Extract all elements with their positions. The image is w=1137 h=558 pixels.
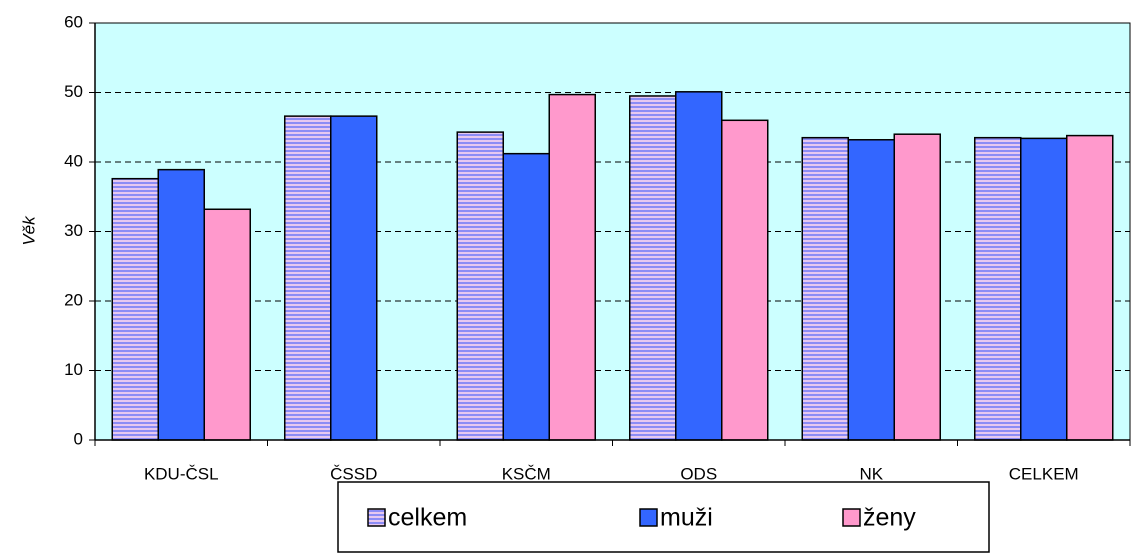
x-tick-label: NK: [859, 464, 883, 483]
bar: [721, 119, 769, 441]
bar: [801, 136, 849, 441]
x-tick-label: KSČM: [502, 464, 551, 483]
bar: [284, 115, 332, 441]
legend-swatch: [842, 508, 861, 527]
bar: [548, 93, 596, 441]
legend-label: ženy: [863, 504, 916, 532]
legend-label: celkem: [388, 504, 467, 532]
bar: [330, 115, 378, 441]
bar: [974, 136, 1022, 441]
bar: [1020, 137, 1068, 441]
legend-swatch: [367, 508, 386, 527]
y-tick-label: 20: [64, 290, 83, 309]
bar: [893, 133, 941, 441]
bar: [1066, 134, 1114, 441]
bar: [629, 95, 677, 441]
bar: [111, 177, 159, 441]
y-tick-label: 50: [64, 82, 83, 101]
bar: [502, 152, 550, 441]
y-tick-label: 10: [64, 360, 83, 379]
x-tick-label: CELKEM: [1009, 464, 1079, 483]
legend-swatch: [639, 508, 658, 527]
legend-label: muži: [660, 504, 713, 532]
x-tick-label: ODS: [680, 464, 717, 483]
bar: [157, 168, 205, 441]
bar: [203, 208, 251, 441]
bar: [456, 131, 504, 441]
y-tick-label: 40: [64, 151, 83, 170]
legend-box: [337, 481, 990, 553]
x-tick-label: ČSSD: [330, 464, 377, 483]
y-axis-label: Věk: [19, 215, 38, 246]
bar: [675, 91, 723, 441]
y-tick-label: 30: [64, 221, 83, 240]
y-tick-label: 60: [64, 12, 83, 31]
y-tick-label: 0: [74, 429, 83, 448]
bar: [847, 139, 895, 441]
x-tick-label: KDU-ČSL: [144, 464, 219, 483]
